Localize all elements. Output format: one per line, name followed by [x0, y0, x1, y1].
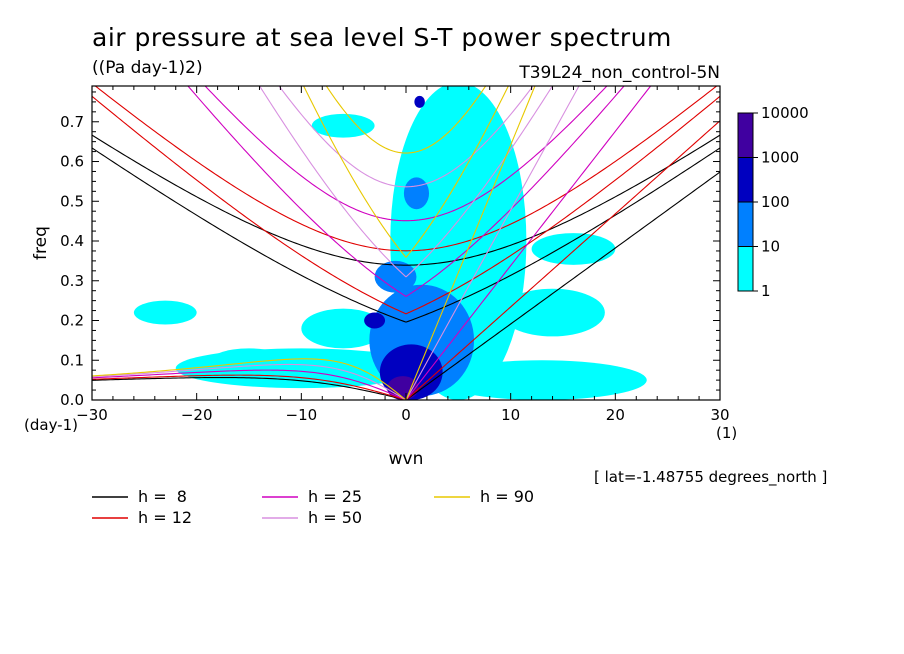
- colorbar-label: 1000: [761, 149, 799, 167]
- contour-region: [531, 233, 616, 265]
- legend-label: h = 90: [480, 487, 534, 506]
- dispersion-curve: [405, 171, 720, 400]
- colorbar-label: 10: [761, 238, 780, 256]
- x-tick-label: −30: [76, 406, 108, 424]
- y-tick-label: 0.6: [60, 153, 84, 171]
- dispersion-curve: [405, 86, 509, 258]
- dispersion-curve: [204, 86, 608, 222]
- dispersion-curve: [94, 86, 718, 252]
- dispersion-curve: [303, 86, 407, 258]
- contour-region: [414, 95, 425, 108]
- dispersion-curve: [187, 86, 407, 297]
- x-axis: −30 −20 −10 0 10 20 30: [76, 86, 730, 424]
- colorbar-swatch: [737, 246, 754, 292]
- colorbar-label: 1: [761, 282, 771, 300]
- contour-region: [437, 360, 647, 400]
- x-tick-label: −10: [286, 406, 318, 424]
- y-tick-label: 0.3: [60, 272, 84, 290]
- x-tick-label: −20: [181, 406, 213, 424]
- legend: h = 8 h = 12 h = 25 h = 50 h = 90: [92, 487, 534, 527]
- dispersion-curve: [258, 86, 407, 278]
- contour-regions: [133, 86, 647, 400]
- legend-label: h = 50: [308, 508, 362, 527]
- dispersion-curves: [92, 86, 720, 400]
- y-tick-label: 0.5: [60, 192, 84, 210]
- contour-region: [403, 177, 430, 210]
- dispersion-curve: [405, 86, 580, 400]
- legend-label: h = 8: [138, 487, 187, 506]
- x-tick-label: 30: [710, 406, 729, 424]
- dispersion-curve: [92, 147, 407, 323]
- chart-units: ((Pa day-1)2): [92, 58, 203, 78]
- legend-label: h = 12: [138, 508, 192, 527]
- x-axis-label: wvn: [389, 449, 424, 469]
- colorbar: 10000 1000 100 10 1: [737, 104, 809, 300]
- x-unit-label: (1): [716, 424, 737, 442]
- dispersion-curve: [405, 86, 536, 400]
- dispersion-curve: [405, 95, 720, 315]
- y-tick-label: 0.4: [60, 232, 84, 250]
- contour-region: [207, 348, 291, 381]
- contour-region: [364, 312, 386, 329]
- dispersion-curve: [92, 363, 407, 400]
- x-tick-label: 0: [401, 406, 411, 424]
- dispersion-curve: [92, 358, 407, 400]
- contour-region: [500, 288, 605, 337]
- dispersion-curve: [405, 86, 554, 278]
- colorbar-swatch: [737, 157, 754, 203]
- colorbar-swatch: [737, 201, 754, 247]
- latitude-annotation: [ lat=-1.48755 degrees_north ]: [594, 468, 827, 487]
- dispersion-curve: [92, 369, 407, 400]
- y-tick-label: 0.1: [60, 351, 84, 369]
- legend-label: h = 25: [308, 487, 362, 506]
- dispersion-curve: [92, 95, 407, 315]
- dispersion-curve: [325, 86, 487, 154]
- colorbar-label: 100: [761, 193, 790, 211]
- dispersion-curve: [92, 376, 407, 400]
- y-axis-label: freq: [31, 226, 51, 260]
- dispersion-curve: [278, 86, 534, 188]
- x-tick-label: 10: [501, 406, 520, 424]
- y-tick-label: 0.0: [60, 391, 84, 409]
- dispersion-curve: [92, 374, 407, 400]
- colorbar-swatch: [737, 112, 754, 158]
- y-unit-label: (day-1): [24, 416, 78, 434]
- dispersion-curve: [405, 147, 720, 323]
- dispersion-curve: [405, 86, 625, 297]
- contour-region: [301, 308, 386, 349]
- colorbar-label: 10000: [761, 104, 809, 122]
- y-tick-label: 0.7: [60, 113, 84, 131]
- x-tick-label: 20: [606, 406, 625, 424]
- chart-title: air pressure at sea level S-T power spec…: [92, 23, 672, 52]
- experiment-label: T39L24_non_control-5N: [518, 63, 720, 83]
- contour-region: [374, 260, 417, 293]
- y-tick-label: 0.2: [60, 312, 84, 330]
- contour-region: [133, 300, 197, 325]
- dispersion-curve: [92, 134, 720, 266]
- y-axis: 0.0 0.1 0.2 0.3 0.4 0.5 0.6 0.7: [60, 91, 720, 409]
- dispersion-curve: [405, 86, 652, 400]
- dispersion-curve: [405, 120, 720, 400]
